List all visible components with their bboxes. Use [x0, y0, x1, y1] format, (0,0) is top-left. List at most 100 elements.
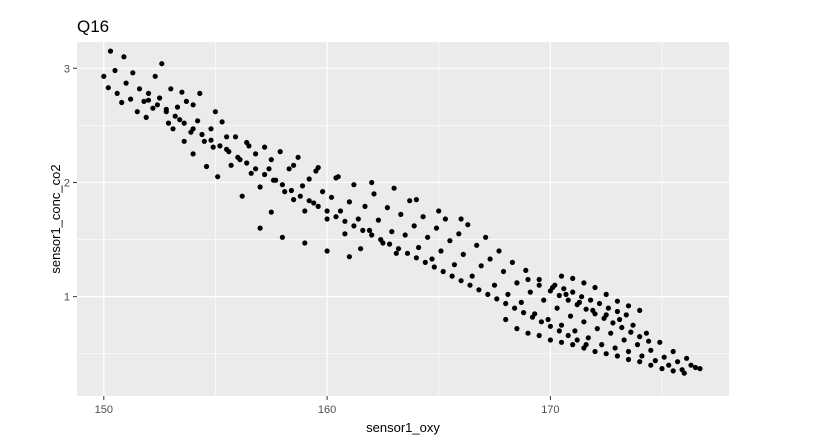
- data-point: [141, 98, 147, 104]
- data-point: [536, 276, 542, 283]
- data-point: [458, 216, 464, 222]
- data-point: [362, 203, 368, 209]
- data-point: [246, 143, 252, 149]
- y-tick-label: 2: [64, 177, 70, 189]
- data-point: [262, 171, 268, 178]
- data-point: [681, 370, 687, 376]
- data-point: [625, 303, 632, 309]
- data-point: [360, 227, 366, 233]
- data-point: [404, 250, 411, 256]
- data-point: [297, 193, 303, 199]
- x-tick-label: 170: [541, 404, 559, 416]
- data-point: [525, 330, 531, 336]
- data-point: [514, 280, 520, 286]
- data-point: [436, 208, 442, 214]
- data-point: [652, 358, 658, 364]
- data-point: [648, 347, 654, 353]
- data-point: [346, 199, 352, 205]
- data-point: [433, 225, 440, 231]
- data-point: [136, 86, 143, 92]
- data-point: [688, 362, 694, 368]
- data-point: [536, 282, 542, 288]
- data-point: [145, 90, 152, 96]
- data-point: [614, 298, 621, 304]
- data-point: [579, 294, 585, 300]
- data-point: [279, 182, 285, 188]
- data-point: [159, 61, 165, 67]
- data-point: [637, 307, 643, 313]
- data-point: [692, 364, 699, 371]
- data-point: [630, 322, 636, 328]
- data-point: [485, 291, 491, 297]
- data-point: [226, 149, 232, 155]
- data-point: [101, 73, 107, 79]
- data-point: [666, 362, 672, 368]
- data-point: [199, 131, 205, 138]
- y-axis-title: sensor1_conc_co2: [48, 164, 63, 273]
- chart-title: Q16: [77, 17, 109, 36]
- data-point: [302, 208, 308, 214]
- data-point: [168, 86, 174, 92]
- data-point: [306, 198, 312, 204]
- data-point: [460, 251, 466, 257]
- data-point: [527, 289, 533, 295]
- data-point: [610, 320, 616, 326]
- data-point: [511, 305, 518, 311]
- data-point: [121, 54, 127, 60]
- data-point: [179, 89, 185, 95]
- data-point: [163, 109, 169, 115]
- data-point: [554, 305, 560, 311]
- data-point: [623, 312, 629, 318]
- data-point: [262, 144, 268, 150]
- data-point: [547, 323, 554, 329]
- y-axis-ticks: 1 2 3: [64, 63, 77, 304]
- data-point: [565, 297, 571, 303]
- data-point: [145, 97, 152, 103]
- data-point: [491, 282, 498, 288]
- data-point: [152, 73, 158, 79]
- data-point: [458, 278, 464, 284]
- data-point: [212, 109, 218, 115]
- data-point: [612, 345, 618, 351]
- data-point: [449, 273, 455, 279]
- data-point: [268, 157, 274, 163]
- data-point: [425, 234, 431, 240]
- data-point: [565, 332, 571, 339]
- data-point: [574, 337, 580, 343]
- data-point: [253, 151, 259, 157]
- data-point: [545, 316, 551, 323]
- data-point: [625, 356, 632, 363]
- data-point: [541, 297, 547, 303]
- data-point: [487, 256, 493, 262]
- data-point: [342, 231, 348, 237]
- data-point: [431, 264, 437, 270]
- data-point: [547, 288, 554, 294]
- data-point: [232, 134, 239, 140]
- data-point: [268, 209, 274, 215]
- data-point: [270, 177, 277, 183]
- data-point: [581, 319, 587, 325]
- data-point: [547, 337, 554, 343]
- data-point: [402, 232, 408, 238]
- data-point: [299, 183, 306, 189]
- data-point: [174, 104, 181, 110]
- data-point: [581, 280, 587, 286]
- data-point: [552, 282, 558, 288]
- data-points: [101, 48, 703, 376]
- data-point: [320, 189, 326, 195]
- data-point: [197, 90, 203, 96]
- data-point: [503, 316, 509, 323]
- data-point: [514, 326, 520, 332]
- data-point: [224, 134, 230, 140]
- data-point: [614, 308, 621, 315]
- data-point: [567, 313, 574, 319]
- data-point: [384, 205, 390, 211]
- data-point: [614, 353, 621, 359]
- data-point: [583, 306, 589, 312]
- data-point: [509, 259, 515, 265]
- data-point: [324, 248, 330, 254]
- data-point: [570, 275, 576, 281]
- data-point: [112, 67, 118, 74]
- data-point: [456, 231, 462, 237]
- data-point: [469, 273, 475, 279]
